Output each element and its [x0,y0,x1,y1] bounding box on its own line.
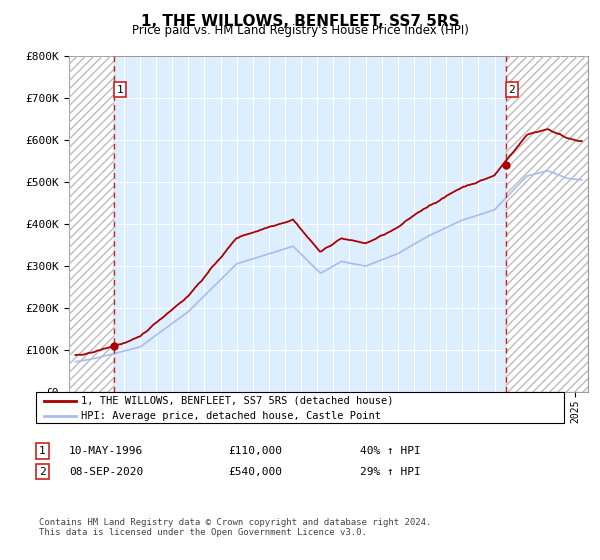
Text: 1: 1 [39,446,46,456]
Text: 1: 1 [116,85,123,95]
Text: £540,000: £540,000 [228,466,282,477]
Text: HPI: Average price, detached house, Castle Point: HPI: Average price, detached house, Cast… [81,411,381,421]
Text: 29% ↑ HPI: 29% ↑ HPI [360,466,421,477]
Bar [69,56,113,392]
Text: Contains HM Land Registry data © Crown copyright and database right 2024.
This d: Contains HM Land Registry data © Crown c… [39,518,431,538]
Bar [506,56,588,392]
Text: Price paid vs. HM Land Registry's House Price Index (HPI): Price paid vs. HM Land Registry's House … [131,24,469,37]
Text: 2: 2 [39,466,46,477]
FancyBboxPatch shape [36,392,564,423]
Bar [506,56,588,392]
Text: 1, THE WILLOWS, BENFLEET, SS7 5RS: 1, THE WILLOWS, BENFLEET, SS7 5RS [140,14,460,29]
Text: 10-MAY-1996: 10-MAY-1996 [69,446,143,456]
Text: 2: 2 [509,85,515,95]
Text: £110,000: £110,000 [228,446,282,456]
Text: 08-SEP-2020: 08-SEP-2020 [69,466,143,477]
Bar [69,56,113,392]
Text: 1, THE WILLOWS, BENFLEET, SS7 5RS (detached house): 1, THE WILLOWS, BENFLEET, SS7 5RS (detac… [81,395,394,405]
Text: 40% ↑ HPI: 40% ↑ HPI [360,446,421,456]
